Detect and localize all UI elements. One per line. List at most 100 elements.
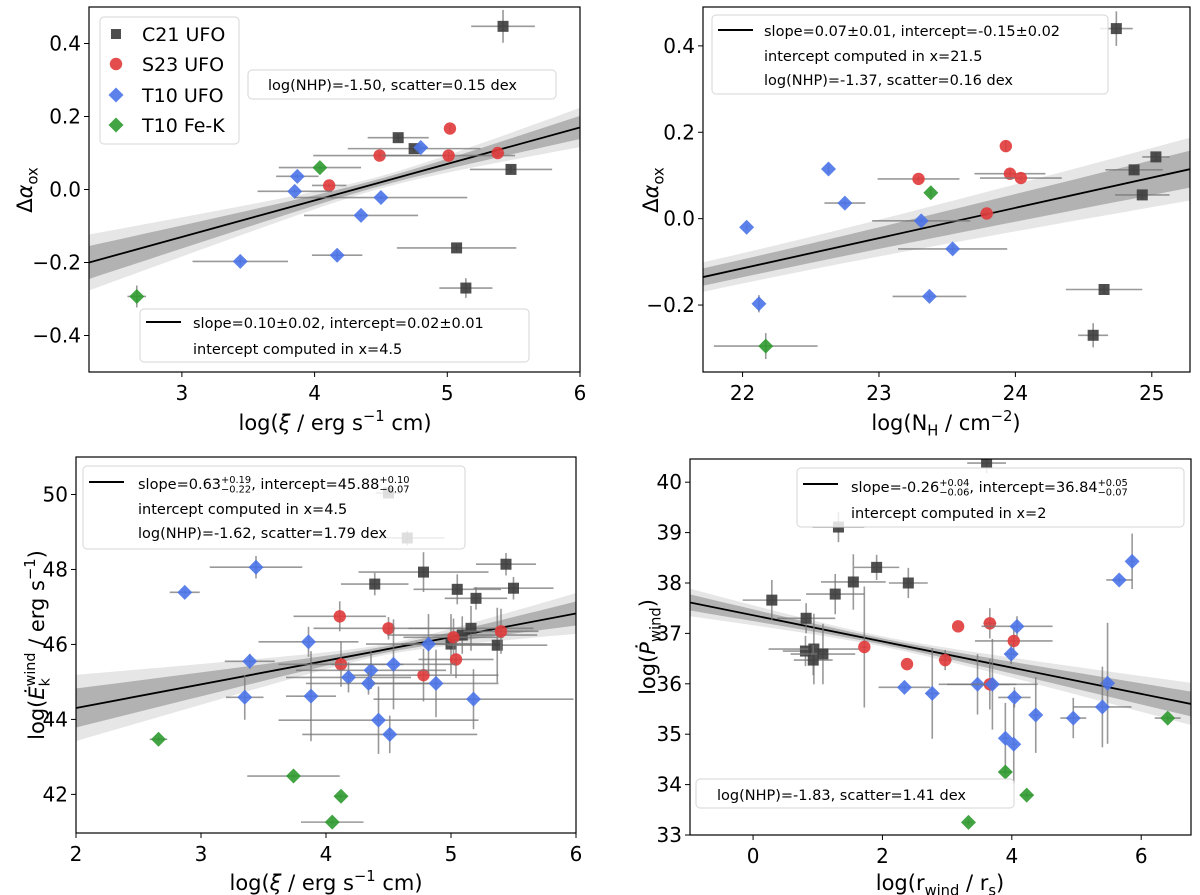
stats-legend: log(NHP)=-1.83, scatter=1.41 dex bbox=[695, 778, 1015, 809]
legend-text: +0.10 bbox=[379, 475, 409, 486]
y-tick-label: 0.4 bbox=[49, 32, 81, 56]
y-axis-label-part: wind bbox=[23, 653, 39, 687]
x-axis-label-part: wind bbox=[925, 882, 960, 895]
data-point bbox=[465, 622, 477, 634]
x-tick-label: 2 bbox=[70, 842, 83, 866]
data-point bbox=[505, 163, 517, 175]
legend-text: , intercept=36.84 bbox=[969, 480, 1097, 496]
legend-text: −0.07 bbox=[1098, 488, 1128, 499]
data-point bbox=[858, 640, 871, 654]
fit-band-inner bbox=[690, 594, 1191, 717]
legend-text: intercept computed in x=21.5 bbox=[764, 49, 982, 65]
y-axis-label-part: ) bbox=[636, 599, 660, 607]
data-point bbox=[817, 648, 829, 660]
data-point bbox=[413, 140, 429, 156]
x-tick-label: 3 bbox=[176, 381, 189, 405]
data-point bbox=[322, 179, 336, 192]
legend-text: −0.06 bbox=[939, 488, 969, 499]
x-axis-label: log(ξ / erg s −1 cm) bbox=[229, 868, 422, 895]
data-point bbox=[800, 612, 812, 624]
x-tick-label: 4 bbox=[308, 381, 321, 405]
x-axis-label-part: H bbox=[927, 422, 938, 439]
data-point bbox=[900, 657, 914, 671]
x-tick-label: 4 bbox=[1005, 844, 1018, 868]
y-axis-label-part: log( bbox=[25, 700, 49, 740]
series-t10-fe-k bbox=[149, 731, 364, 830]
x-axis-label-part: −1 bbox=[363, 408, 385, 425]
data-point bbox=[361, 675, 376, 691]
x-tick-label: 3 bbox=[195, 842, 208, 866]
x-tick-label: 0 bbox=[747, 844, 760, 868]
legend-marker-diamond bbox=[108, 117, 124, 133]
y-axis-label-part: / erg s bbox=[25, 580, 49, 653]
data-point bbox=[508, 582, 519, 594]
data-point bbox=[232, 253, 248, 269]
data-point bbox=[1003, 167, 1017, 180]
fit-legend: slope=0.63 +0.19−0.22, intercept=45.88 +0.… bbox=[82, 465, 466, 550]
series-legend: C21 UFO S23 UFO T10 UFO T10 Fe-K bbox=[99, 16, 240, 145]
x-tick-label: 6 bbox=[570, 842, 583, 866]
y-tick-label: 33 bbox=[657, 823, 682, 847]
data-point bbox=[363, 662, 379, 678]
x-axis-label-part: ) bbox=[996, 871, 1004, 895]
y-tick-label: 38 bbox=[657, 571, 682, 595]
x-tick-label: 6 bbox=[1135, 844, 1148, 868]
data-point bbox=[980, 207, 993, 220]
y-tick-label: 39 bbox=[657, 521, 682, 545]
axes-frame bbox=[689, 458, 1192, 836]
y-axis-label-part: k bbox=[37, 677, 53, 686]
series-s23-ufo bbox=[311, 122, 515, 192]
data-point bbox=[369, 578, 381, 590]
data-point bbox=[286, 768, 301, 784]
data-point bbox=[392, 132, 404, 144]
data-point bbox=[924, 685, 940, 701]
data-point bbox=[829, 588, 841, 600]
data-point bbox=[960, 814, 976, 830]
data-point bbox=[1110, 23, 1122, 35]
data-point bbox=[1006, 689, 1022, 705]
data-point bbox=[500, 558, 512, 570]
y-tick-label: 44 bbox=[43, 707, 68, 731]
y-axis-label-part: Δ bbox=[13, 198, 37, 213]
series-s23-ufo bbox=[858, 586, 1053, 710]
x-tick-label: 22 bbox=[730, 381, 755, 405]
data-point bbox=[386, 656, 401, 672]
fit-legend: slope=0.07±0.01, intercept=-0.15±0.02 int… bbox=[711, 14, 1109, 95]
y-tick-label: 0.4 bbox=[663, 34, 695, 58]
data-point bbox=[333, 610, 346, 623]
legend-marker-square bbox=[111, 29, 121, 39]
data-point bbox=[766, 594, 778, 606]
x-tick-label: 5 bbox=[441, 381, 454, 405]
data-point bbox=[997, 764, 1013, 780]
data-point bbox=[151, 731, 166, 747]
series-c21-ufo bbox=[1065, 11, 1170, 348]
data-point bbox=[451, 242, 463, 254]
legend-box bbox=[82, 465, 466, 550]
x-axis-label-part: log( bbox=[229, 871, 269, 895]
data-point bbox=[945, 241, 961, 257]
legend-series-label: S23 UFO bbox=[142, 54, 224, 76]
x-axis-label-part: / cm bbox=[938, 411, 990, 435]
data-point bbox=[460, 282, 472, 294]
fit-line bbox=[690, 601, 1191, 705]
fit-legend: slope=0.10±0.02, intercept=0.02±0.01 inte… bbox=[139, 308, 530, 363]
data-point bbox=[999, 139, 1013, 153]
legend-box bbox=[695, 778, 1015, 809]
data-point bbox=[751, 296, 767, 312]
data-point bbox=[287, 183, 303, 199]
data-point bbox=[1100, 675, 1116, 691]
data-point bbox=[912, 172, 925, 186]
x-axis-label: log(N H / cm −2) bbox=[871, 408, 1020, 439]
y-axis-label-part: Δ bbox=[639, 198, 663, 213]
data-point bbox=[289, 168, 305, 184]
data-point bbox=[408, 143, 420, 155]
data-point bbox=[303, 688, 319, 704]
y-tick-label: 0.0 bbox=[663, 207, 695, 231]
legend-text: slope=0.10±0.02, intercept=0.02±0.01 bbox=[193, 316, 484, 332]
data-point bbox=[371, 712, 386, 728]
data-point bbox=[1028, 707, 1044, 723]
legend-text: , intercept=45.88 bbox=[251, 477, 379, 493]
legend-marker-circle bbox=[109, 57, 123, 71]
data-point bbox=[821, 161, 837, 177]
